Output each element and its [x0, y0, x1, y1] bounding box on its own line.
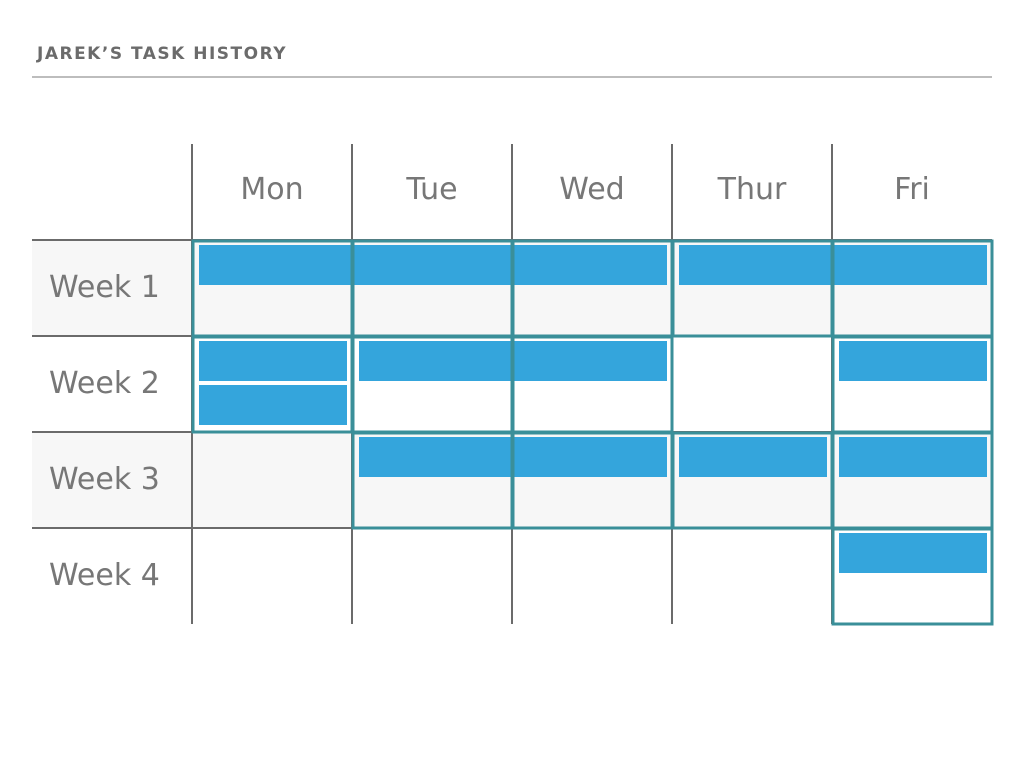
week-label-4: Week 4: [49, 558, 160, 593]
task-bar[interactable]: [839, 533, 987, 573]
header-divider: [32, 76, 992, 78]
task-bar[interactable]: [199, 245, 667, 285]
day-label-fri: Fri: [894, 172, 930, 207]
task-bar[interactable]: [679, 437, 827, 477]
task-bar[interactable]: [839, 437, 987, 477]
week-label-3: Week 3: [49, 462, 160, 497]
week-label-2: Week 2: [49, 366, 160, 401]
day-label-mon: Mon: [240, 172, 304, 207]
day-label-thur: Thur: [717, 172, 787, 207]
task-bar[interactable]: [199, 385, 347, 425]
active-day-block: [831, 527, 994, 626]
day-label-tue: Tue: [406, 172, 458, 207]
day-label-wed: Wed: [559, 172, 625, 207]
task-bar[interactable]: [839, 341, 987, 381]
page-title: JAREK’S TASK HISTORY: [37, 44, 288, 64]
week-label-1: Week 1: [49, 270, 160, 305]
task-bar[interactable]: [199, 341, 347, 381]
